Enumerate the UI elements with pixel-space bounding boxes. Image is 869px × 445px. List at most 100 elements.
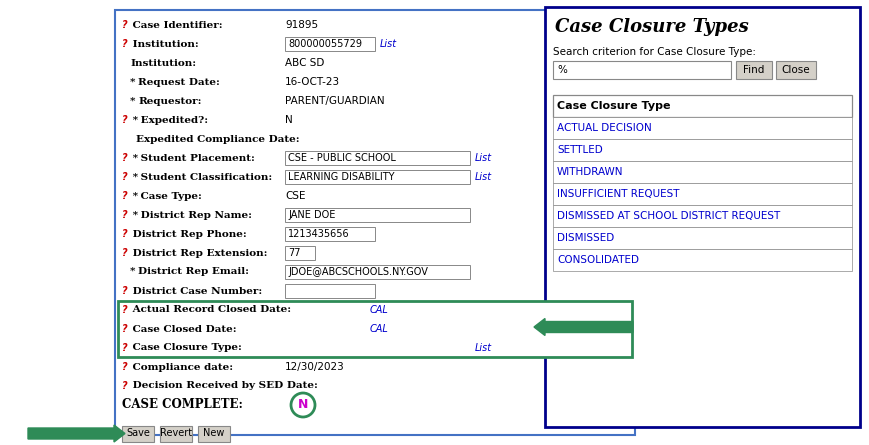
- Bar: [775, 61, 815, 79]
- Text: *: *: [129, 267, 139, 276]
- Bar: [285, 303, 365, 317]
- Bar: [285, 208, 469, 222]
- Text: *: *: [129, 77, 139, 86]
- Bar: [285, 322, 365, 336]
- Text: ?: ?: [122, 229, 128, 239]
- Text: WITHDRAWN: WITHDRAWN: [556, 167, 623, 177]
- Text: Revert: Revert: [160, 429, 192, 438]
- Bar: [285, 170, 469, 184]
- Text: *: *: [129, 97, 139, 105]
- Text: *: *: [129, 154, 138, 162]
- Text: Find: Find: [742, 65, 764, 75]
- Bar: [553, 183, 851, 205]
- Text: Case Closure Type: Case Closure Type: [556, 101, 670, 111]
- Text: LEARNING DISABILITY: LEARNING DISABILITY: [288, 172, 394, 182]
- Text: N: N: [285, 115, 292, 125]
- Bar: [285, 151, 469, 165]
- Text: ABC SD: ABC SD: [285, 58, 324, 68]
- Text: 77: 77: [288, 248, 300, 258]
- Text: Compliance date:: Compliance date:: [129, 363, 233, 372]
- Text: ?: ?: [122, 210, 128, 220]
- Bar: [198, 425, 229, 441]
- Text: Close: Close: [780, 65, 809, 75]
- Text: District Rep Email:: District Rep Email:: [138, 267, 249, 276]
- Text: Expedited Compliance Date:: Expedited Compliance Date:: [136, 134, 299, 143]
- Bar: [553, 205, 851, 227]
- Bar: [115, 10, 634, 435]
- Bar: [285, 37, 375, 51]
- Text: *: *: [129, 173, 138, 182]
- Text: District Rep Extension:: District Rep Extension:: [129, 248, 267, 258]
- Text: ?: ?: [122, 343, 128, 353]
- Text: ?: ?: [122, 305, 128, 315]
- Text: Case Closed Date:: Case Closed Date:: [129, 324, 236, 333]
- Bar: [285, 227, 375, 241]
- Text: New: New: [203, 429, 224, 438]
- Bar: [285, 265, 469, 279]
- Bar: [553, 117, 851, 139]
- Text: District Rep Name:: District Rep Name:: [136, 210, 252, 219]
- Text: N: N: [297, 399, 308, 412]
- Bar: [553, 95, 851, 117]
- Text: List: List: [474, 172, 492, 182]
- Text: CAL: CAL: [369, 324, 388, 334]
- Text: *: *: [129, 116, 138, 125]
- Text: 12/30/2023: 12/30/2023: [285, 362, 344, 372]
- Bar: [553, 61, 730, 79]
- Text: DISMISSED AT SCHOOL DISTRICT REQUEST: DISMISSED AT SCHOOL DISTRICT REQUEST: [556, 211, 779, 221]
- Text: Expedited?:: Expedited?:: [136, 116, 208, 125]
- Text: Case Closure Type:: Case Closure Type:: [129, 344, 242, 352]
- Text: District Rep Phone:: District Rep Phone:: [129, 230, 247, 239]
- Text: ?: ?: [122, 115, 128, 125]
- Text: SETTLED: SETTLED: [556, 145, 602, 155]
- Text: Request Date:: Request Date:: [138, 77, 220, 86]
- FancyArrow shape: [28, 425, 125, 442]
- Text: CAL: CAL: [369, 305, 388, 315]
- Text: Case Type:: Case Type:: [136, 191, 202, 201]
- Text: Decision Received by SED Date:: Decision Received by SED Date:: [129, 381, 317, 391]
- Text: ?: ?: [122, 286, 128, 296]
- Text: Case Identifier:: Case Identifier:: [129, 20, 222, 29]
- Text: List: List: [474, 343, 492, 353]
- Text: DISMISSED: DISMISSED: [556, 233, 614, 243]
- FancyArrow shape: [534, 319, 633, 336]
- Bar: [544, 7, 859, 427]
- Text: ?: ?: [122, 172, 128, 182]
- Text: ?: ?: [122, 381, 128, 391]
- Text: 16-OCT-23: 16-OCT-23: [285, 77, 340, 87]
- Text: CSE - PUBLIC SCHOOL: CSE - PUBLIC SCHOOL: [288, 153, 395, 163]
- Text: ?: ?: [122, 20, 128, 30]
- Bar: [118, 301, 631, 357]
- Bar: [160, 425, 192, 441]
- Text: List: List: [380, 39, 396, 49]
- Text: ?: ?: [122, 39, 128, 49]
- Text: Institution:: Institution:: [129, 58, 196, 68]
- Text: 1213435656: 1213435656: [288, 229, 349, 239]
- Text: ACTUAL DECISION: ACTUAL DECISION: [556, 123, 651, 133]
- Text: *: *: [129, 191, 138, 201]
- Text: Requestor:: Requestor:: [138, 97, 202, 105]
- Text: District Case Number:: District Case Number:: [129, 287, 262, 295]
- Text: ?: ?: [122, 324, 128, 334]
- Text: Student Placement:: Student Placement:: [136, 154, 255, 162]
- Text: ?: ?: [122, 248, 128, 258]
- Text: Search criterion for Case Closure Type:: Search criterion for Case Closure Type:: [553, 47, 755, 57]
- Bar: [553, 161, 851, 183]
- Text: Save: Save: [126, 429, 149, 438]
- Bar: [553, 139, 851, 161]
- Text: ?: ?: [122, 153, 128, 163]
- Bar: [553, 249, 851, 271]
- Bar: [285, 284, 375, 298]
- Text: List: List: [474, 153, 492, 163]
- Bar: [553, 227, 851, 249]
- Text: Institution:: Institution:: [129, 40, 198, 49]
- Text: PARENT/GUARDIAN: PARENT/GUARDIAN: [285, 96, 384, 106]
- Bar: [285, 341, 469, 355]
- Bar: [122, 425, 154, 441]
- Text: CASE COMPLETE:: CASE COMPLETE:: [122, 399, 242, 412]
- Text: ?: ?: [122, 191, 128, 201]
- Text: 800000055729: 800000055729: [288, 39, 362, 49]
- Text: ?: ?: [122, 362, 128, 372]
- Text: *: *: [129, 210, 138, 219]
- Text: CSE: CSE: [285, 191, 305, 201]
